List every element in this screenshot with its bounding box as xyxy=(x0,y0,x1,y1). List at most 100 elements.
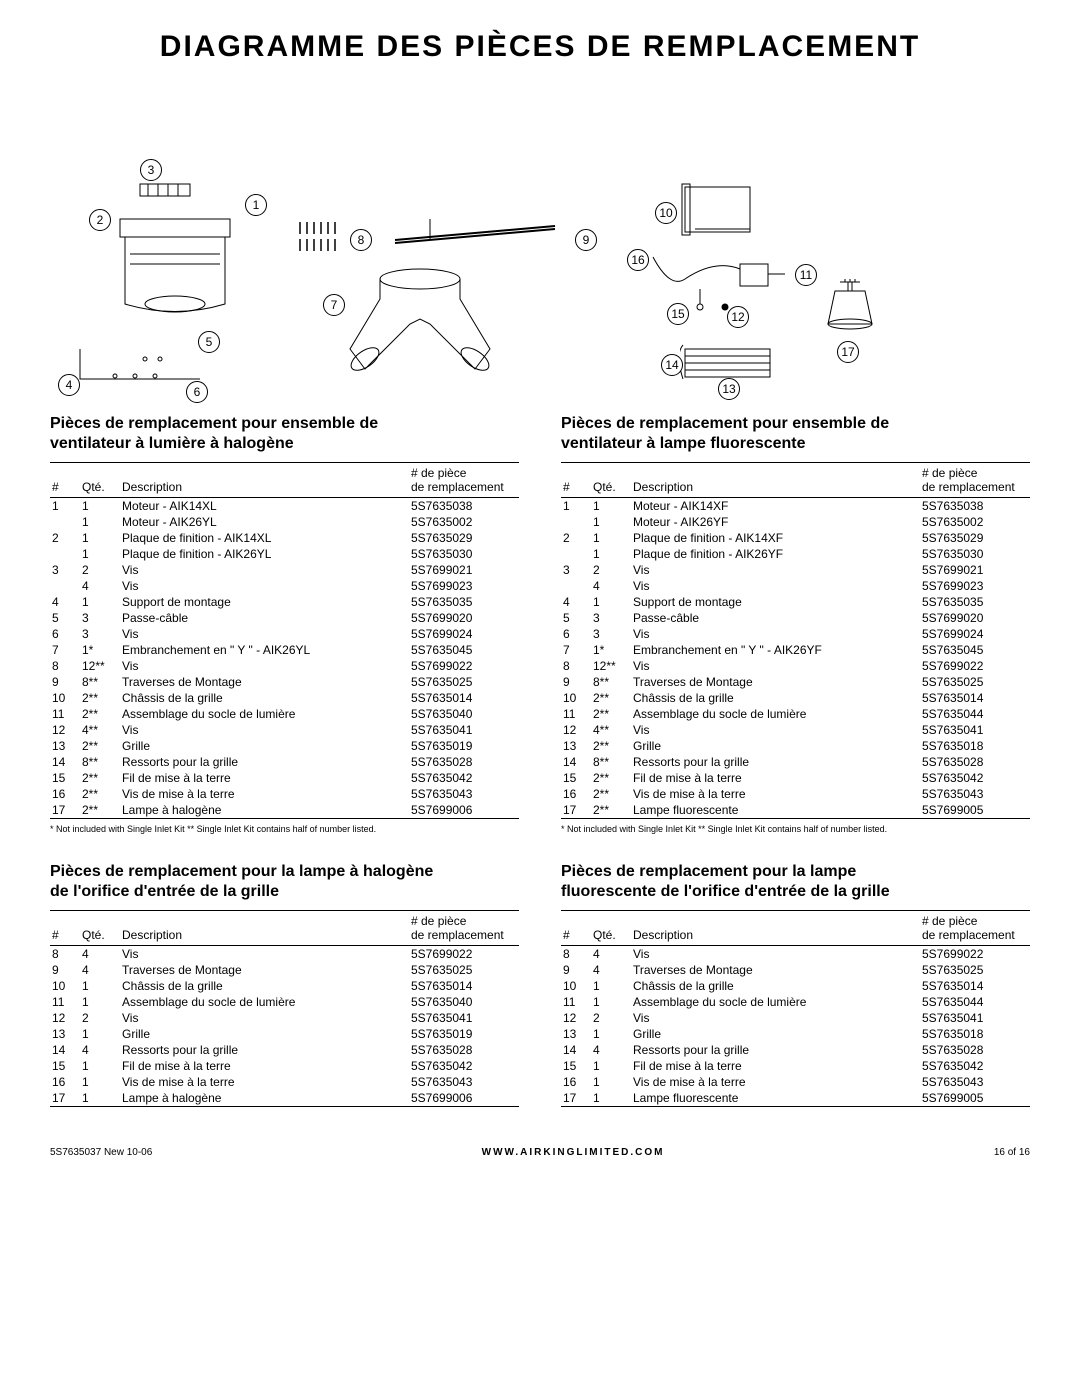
table-title: Pièces de remplacement pour ensemble dev… xyxy=(50,414,519,454)
table-row: 112**Assemblage du socle de lumière5S763… xyxy=(561,706,1030,722)
table-row: 162**Vis de mise à la terre5S7635043 xyxy=(561,786,1030,802)
parts-table: #Qté.Description# de piècede remplacemen… xyxy=(50,462,519,819)
table-row: 151Fil de mise à la terre5S7635042 xyxy=(561,1058,1030,1074)
table-row: 161Vis de mise à la terre5S7635043 xyxy=(561,1074,1030,1090)
table-row: 132**Grille5S7635019 xyxy=(50,738,519,754)
table-row: 4Vis5S7699023 xyxy=(50,578,519,594)
ybranch-drawing xyxy=(340,264,500,384)
callout-16: 16 xyxy=(627,249,649,271)
table-row: 32Vis5S7699021 xyxy=(561,562,1030,578)
col-header: # de piècede remplacement xyxy=(409,911,519,946)
table-row: 171Lampe fluorescente5S7699005 xyxy=(561,1090,1030,1107)
table-row: 151Fil de mise à la terre5S7635042 xyxy=(50,1058,519,1074)
table-row: 132**Grille5S7635018 xyxy=(561,738,1030,754)
callout-14: 14 xyxy=(661,354,683,376)
parts-table: #Qté.Description# de piècede remplacemen… xyxy=(561,462,1030,819)
callout-17: 17 xyxy=(837,341,859,363)
callout-4: 4 xyxy=(58,374,80,396)
table-row: 63Vis5S7699024 xyxy=(561,626,1030,642)
callout-15: 15 xyxy=(667,303,689,325)
table-row: 144Ressorts pour la grille5S7635028 xyxy=(561,1042,1030,1058)
table-row: 148**Ressorts pour la grille5S7635028 xyxy=(561,754,1030,770)
col-header: Description xyxy=(120,911,409,946)
table-row: 172**Lampe à halogène5S7699006 xyxy=(50,802,519,819)
page-title: DIAGRAMME DES PIÈCES DE REMPLACEMENT xyxy=(50,30,1030,64)
collar-drawing xyxy=(680,179,760,244)
table-row: 112**Assemblage du socle de lumière5S763… xyxy=(50,706,519,722)
table-row: 101Châssis de la grille5S7635014 xyxy=(561,978,1030,994)
table-row: 4Vis5S7699023 xyxy=(561,578,1030,594)
tables-container: Pièces de remplacement pour ensemble dev… xyxy=(50,414,1030,1107)
callout-7: 7 xyxy=(323,294,345,316)
col-header: Qté. xyxy=(591,911,631,946)
table-title: Pièces de remplacement pour la lampefluo… xyxy=(561,862,1030,902)
screws-drawing xyxy=(295,219,350,254)
callout-6: 6 xyxy=(186,381,208,403)
table-block-2: Pièces de remplacement pour la lampe à h… xyxy=(50,862,519,1107)
table-row: 101Châssis de la grille5S7635014 xyxy=(50,978,519,994)
callout-5: 5 xyxy=(198,331,220,353)
col-header: # xyxy=(561,911,591,946)
col-header: # xyxy=(50,463,80,498)
callout-1: 1 xyxy=(245,194,267,216)
col-header: # de piècede remplacement xyxy=(920,463,1030,498)
table-row: 111Assemblage du socle de lumière5S76350… xyxy=(561,994,1030,1010)
table-row: 131Grille5S7635019 xyxy=(50,1026,519,1042)
table-row: 144Ressorts pour la grille5S7635028 xyxy=(50,1042,519,1058)
parts-diagram: 1234567891011121314151617 xyxy=(50,94,1030,364)
bracket-drawing xyxy=(75,344,205,389)
parts-table: #Qté.Description# de piècede remplacemen… xyxy=(561,910,1030,1107)
table-row: 172**Lampe fluorescente5S7699005 xyxy=(561,802,1030,819)
table-row: 53Passe-câble5S7699020 xyxy=(50,610,519,626)
table-row: 53Passe-câble5S7699020 xyxy=(561,610,1030,626)
footer-center: WWW.AIRKINGLIMITED.COM xyxy=(482,1147,665,1158)
callout-8: 8 xyxy=(350,229,372,251)
callout-9: 9 xyxy=(575,229,597,251)
lamp-drawing xyxy=(820,279,880,339)
col-header: # de piècede remplacement xyxy=(920,911,1030,946)
parts-table: #Qté.Description# de piècede remplacemen… xyxy=(50,910,519,1107)
table-block-0: Pièces de remplacement pour ensemble dev… xyxy=(50,414,519,834)
table-row: 102**Châssis de la grille5S7635014 xyxy=(50,690,519,706)
col-header: Qté. xyxy=(591,463,631,498)
table-row: 21Plaque de finition - AIK14XF5S7635029 xyxy=(561,530,1030,546)
table-row: 1Moteur - AIK26YF5S7635002 xyxy=(561,514,1030,530)
table-row: 41Support de montage5S7635035 xyxy=(50,594,519,610)
table-row: 124**Vis5S7635041 xyxy=(50,722,519,738)
table-block-3: Pièces de remplacement pour la lampefluo… xyxy=(561,862,1030,1107)
table-row: 161Vis de mise à la terre5S7635043 xyxy=(50,1074,519,1090)
table-row: 148**Ressorts pour la grille5S7635028 xyxy=(50,754,519,770)
table-row: 171Lampe à halogène5S7699006 xyxy=(50,1090,519,1107)
col-header: Qté. xyxy=(80,911,120,946)
table-row: 1Plaque de finition - AIK26YL5S7635030 xyxy=(50,546,519,562)
table-row: 152**Fil de mise à la terre5S7635042 xyxy=(561,770,1030,786)
table-row: 122Vis5S7635041 xyxy=(561,1010,1030,1026)
footer-right: 16 of 16 xyxy=(994,1147,1030,1158)
callout-11: 11 xyxy=(795,264,817,286)
col-header: Description xyxy=(120,463,409,498)
table-row: 812**Vis5S7699022 xyxy=(50,658,519,674)
table-row: 122Vis5S7635041 xyxy=(50,1010,519,1026)
callout-2: 2 xyxy=(89,209,111,231)
callout-12: 12 xyxy=(727,306,749,328)
table-row: 94Traverses de Montage5S7635025 xyxy=(50,962,519,978)
col-header: Description xyxy=(631,911,920,946)
table-row: 812**Vis5S7699022 xyxy=(561,658,1030,674)
page-footer: 5S7635037 New 10-06 WWW.AIRKINGLIMITED.C… xyxy=(50,1147,1030,1158)
table-row: 41Support de montage5S7635035 xyxy=(561,594,1030,610)
table-row: 11Moteur - AIK14XF5S7635038 xyxy=(561,498,1030,515)
table-row: 111Assemblage du socle de lumière5S76350… xyxy=(50,994,519,1010)
table-row: 94Traverses de Montage5S7635025 xyxy=(561,962,1030,978)
table-row: 71*Embranchement en " Y " - AIK26YL5S763… xyxy=(50,642,519,658)
table-row: 32Vis5S7699021 xyxy=(50,562,519,578)
callout-13: 13 xyxy=(718,378,740,400)
col-header: # de piècede remplacement xyxy=(409,463,519,498)
col-header: # xyxy=(561,463,591,498)
table-title: Pièces de remplacement pour ensemble dev… xyxy=(561,414,1030,454)
table-row: 11Moteur - AIK14XL5S7635038 xyxy=(50,498,519,515)
motor-drawing xyxy=(110,179,240,319)
table-row: 98**Traverses de Montage5S7635025 xyxy=(561,674,1030,690)
footer-left: 5S7635037 New 10-06 xyxy=(50,1147,152,1158)
table-row: 124**Vis5S7635041 xyxy=(561,722,1030,738)
bars-drawing xyxy=(385,214,575,249)
